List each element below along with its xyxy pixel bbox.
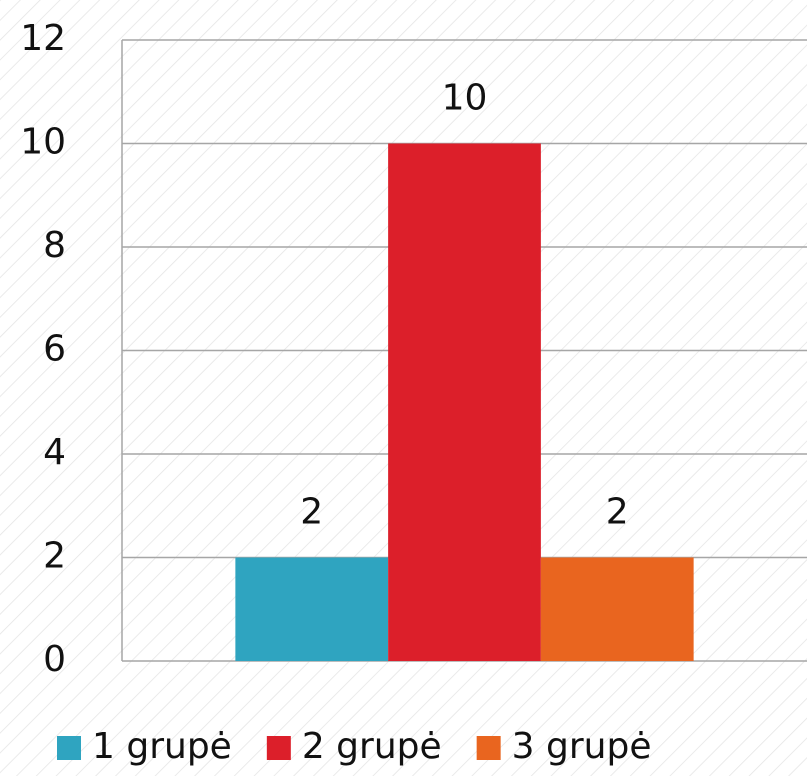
legend-swatch <box>57 736 81 760</box>
y-tick-label: 12 <box>20 18 66 59</box>
legend-label: 1 grupė <box>92 726 232 767</box>
legend-label: 2 grupė <box>302 726 442 767</box>
legend-label: 3 grupė <box>512 726 652 767</box>
bar <box>388 143 541 661</box>
data-label: 2 <box>606 492 629 533</box>
bar <box>235 557 389 661</box>
y-tick-label: 8 <box>43 225 66 266</box>
y-tick-label: 4 <box>43 432 66 473</box>
legend-swatch <box>476 736 501 760</box>
y-tick-label: 2 <box>43 536 66 577</box>
y-tick-label: 0 <box>43 639 66 680</box>
data-label: 10 <box>442 78 488 119</box>
bar <box>540 557 694 661</box>
legend-swatch <box>266 736 291 760</box>
y-tick-label: 10 <box>20 122 66 163</box>
data-label: 2 <box>300 492 323 533</box>
y-tick-label: 6 <box>43 329 66 370</box>
